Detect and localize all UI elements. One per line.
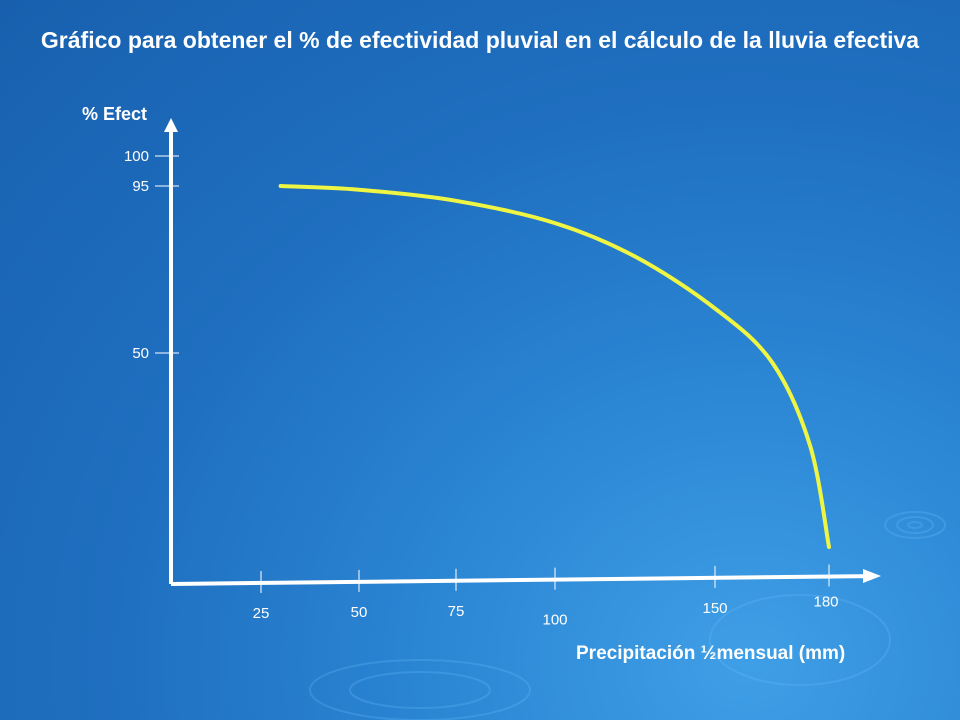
y-tick-label: 50	[132, 345, 149, 362]
x-axis-line	[170, 574, 870, 586]
x-tick-label: 50	[351, 604, 368, 621]
x-tick-label: 75	[448, 603, 465, 620]
y-tick-label: 95	[132, 178, 149, 195]
x-tick-label: 25	[253, 605, 270, 622]
x-tick-label: 180	[813, 594, 838, 611]
background-ripples	[309, 511, 946, 720]
y-tick-label: 100	[124, 148, 149, 165]
y-axis-arrow	[164, 118, 178, 132]
axes	[164, 118, 881, 586]
x-axis-arrow	[863, 569, 881, 583]
x-axis-title: Precipitación ½mensual (mm)	[576, 643, 846, 664]
x-tick-label: 150	[702, 600, 727, 617]
y-axis-title: % Efect	[82, 104, 148, 124]
series	[278, 184, 831, 549]
x-tick-label: 100	[542, 612, 567, 629]
x-ticks: 25 50 75 100 150 180	[253, 564, 839, 629]
series-line	[278, 184, 831, 549]
chart-title: Gráfico para obtener el % de efectividad…	[40, 27, 920, 53]
y-ticks: 100 95 50	[124, 148, 179, 362]
